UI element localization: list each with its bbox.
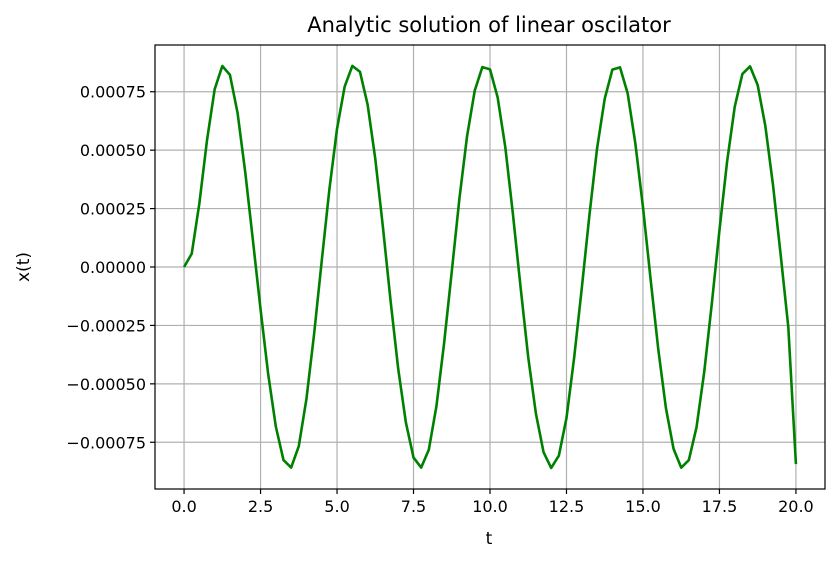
y-tick-label: 0.00025 [80,200,146,219]
x-tick-label: 0.0 [171,497,196,516]
x-axis: 0.0 2.5 5.0 7.5 10.0 12.5 15.0 17.5 20.0 [171,489,814,516]
y-axis-label: x(t) [14,252,34,282]
chart-title: Analytic solution of linear oscilator [307,13,671,37]
y-axis: 0.00075 0.00050 0.00025 0.00000 −0.00025 −0.0… [66,83,155,452]
series-layer [182,64,798,470]
y-tick-label: 0.00075 [80,83,146,102]
y-tick-label: 0.00000 [80,258,146,277]
x-tick-label: 2.5 [248,497,273,516]
x-tick-label: 12.5 [549,497,585,516]
y-tick-label: −0.00025 [66,316,146,335]
x-axis-label: t [486,529,493,549]
x-tick-label: 7.5 [401,497,426,516]
series-line [182,64,798,470]
x-tick-label: 17.5 [702,497,738,516]
y-tick-label: −0.00075 [66,433,146,452]
x-tick-label: 15.0 [625,497,661,516]
x-tick-label: 10.0 [472,497,508,516]
y-tick-label: −0.00050 [66,375,146,394]
x-tick-label: 5.0 [324,497,349,516]
grid [155,45,825,489]
x-tick-label: 20.0 [778,497,814,516]
y-tick-label: 0.00050 [80,141,146,160]
